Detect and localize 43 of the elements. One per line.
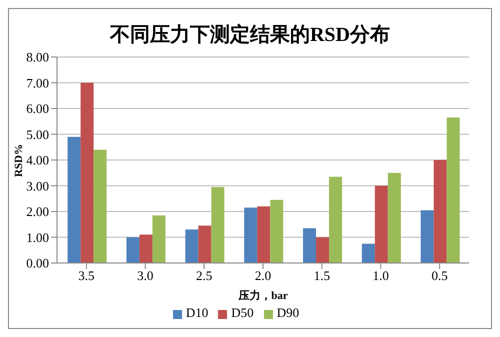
bar (446, 118, 460, 263)
bar (152, 215, 166, 263)
bar (316, 237, 330, 263)
bar (362, 244, 375, 263)
legend-label: D50 (231, 305, 254, 320)
bar (139, 234, 152, 263)
bar (211, 187, 224, 263)
bar (94, 150, 107, 263)
x-axis-title: 压力，bar (237, 289, 288, 302)
y-tick-label: 4.00 (26, 152, 49, 168)
bar (329, 176, 342, 263)
legend-label: D10 (186, 305, 208, 320)
bar (68, 136, 81, 263)
y-tick-label: 2.00 (26, 204, 49, 220)
y-tick-label: 5.00 (26, 126, 49, 142)
x-tick-label: 1.0 (372, 268, 389, 284)
y-tick-label: 3.00 (26, 178, 49, 194)
x-tick-label: 1.5 (314, 268, 330, 284)
bar (434, 160, 447, 263)
bar (126, 237, 140, 263)
bar (244, 208, 258, 263)
y-tick-label: 1.00 (26, 230, 49, 245)
bar (198, 226, 212, 263)
legend-label: D90 (276, 305, 300, 320)
bar (388, 172, 401, 263)
y-tick-label: 8.00 (26, 50, 49, 65)
x-tick-label: 2.0 (254, 268, 272, 284)
bar (420, 210, 434, 263)
bar (303, 228, 316, 263)
x-tick-label: 2.5 (196, 268, 212, 284)
y-tick-label: 7.00 (26, 75, 49, 90)
x-tick-label: 0.5 (431, 268, 448, 284)
bar (270, 200, 284, 263)
bar (374, 186, 388, 263)
chart-title: 不同压力下测定结果的RSD分布 (108, 22, 391, 48)
y-tick-label: 6.00 (26, 101, 49, 116)
y-tick-label: 0.00 (26, 256, 49, 271)
bar (257, 206, 270, 263)
bar (80, 82, 94, 263)
y-axis-title: RSD% (13, 144, 25, 178)
bar (185, 230, 198, 263)
x-tick-label: 3.5 (78, 268, 95, 284)
x-tick-label: 3.0 (137, 268, 154, 284)
